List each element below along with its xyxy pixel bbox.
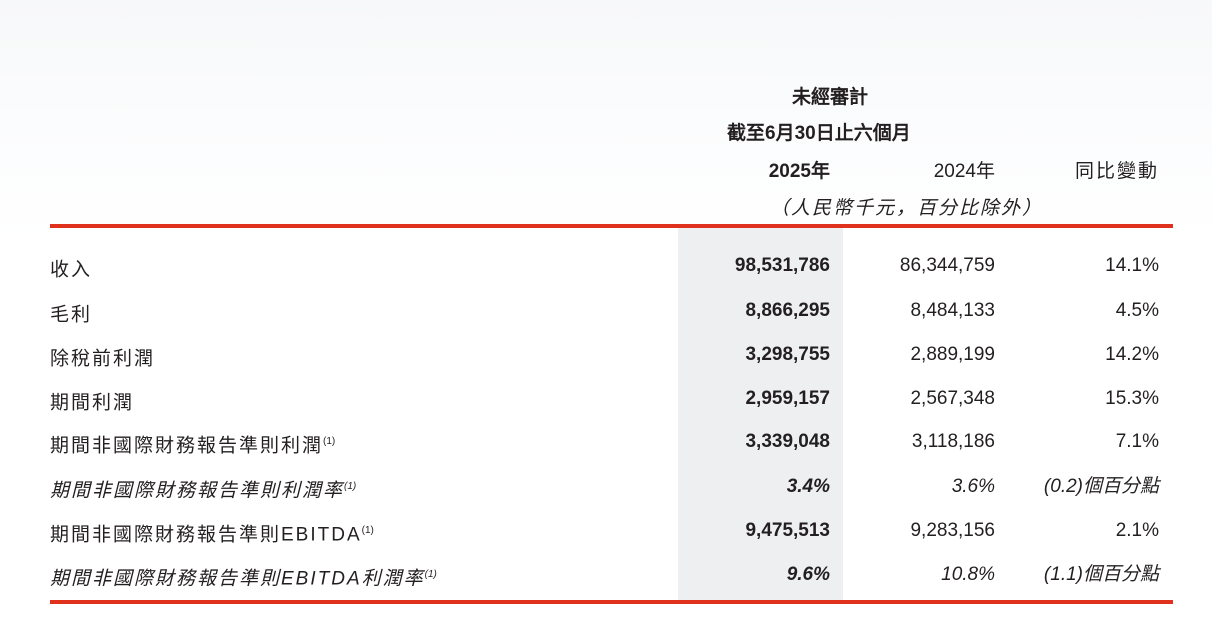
table-row: 期間非國際財務報告準則EBITDA利潤率(1) 9.6% 10.8% (1.1)個百分… [0,555,1212,595]
value-change: 14.1% [1105,255,1159,276]
value-2025: 9,475,513 [745,520,830,541]
row-label: 收入 [50,246,92,290]
table-bottom-rule [50,600,1173,604]
value-2024: 3.6% [951,476,995,497]
value-2025: 3,339,048 [745,431,830,452]
value-2025: 98,531,786 [734,255,830,276]
column-header-change: 同比變動 [1074,161,1159,182]
row-label-text: 期間非國際財務報告準則EBITDA利潤率 [50,568,425,590]
value-change: 2.1% [1115,520,1159,541]
table-row: 毛利 8,866,295 8,484,133 4.5% [0,291,1212,331]
value-2024: 86,344,759 [899,255,995,276]
value-change: (0.2)個百分點 [1043,476,1159,497]
value-2024: 9,283,156 [910,520,995,541]
audit-status-heading: 未經審計 [792,87,869,108]
table-row: 期間非國際財務報告準則利潤(1) 3,339,048 3,118,186 7.1% [0,422,1212,462]
column-header-2024: 2024年 [933,161,995,182]
value-change: 4.5% [1115,300,1159,321]
footnote-marker: (1) [361,525,374,536]
value-2024: 2,889,199 [910,344,995,365]
row-label-text: 期間非國際財務報告準則利潤 [50,435,324,457]
table-row: 期間非國際財務報告準則EBITDA(1) 9,475,513 9,283,156 2.… [0,511,1212,551]
row-label-text: 收入 [50,259,93,281]
footnote-marker: (1) [344,481,357,492]
row-label-text: 期間利潤 [50,392,135,414]
value-2024: 3,118,186 [911,431,995,452]
period-heading: 截至6月30日止六個月 [727,123,911,144]
table-row: 除稅前利潤 3,298,755 2,889,199 14.2% [0,335,1212,375]
value-2025: 3.4% [786,476,830,497]
row-label: 期間非國際財務報告準則利潤(1) [50,422,335,466]
row-label: 除稅前利潤 [50,335,155,379]
row-label: 毛利 [50,291,92,335]
footnote-marker: (1) [424,569,437,580]
value-2025: 3,298,755 [745,344,830,365]
table-row: 期間非國際財務報告準則利潤率(1) 3.4% 3.6% (0.2)個百分點 [0,467,1212,507]
value-2025: 2,959,157 [745,388,830,409]
row-label-text: 期間非國際財務報告準則EBITDA [50,524,362,546]
row-label-text: 期間非國際財務報告準則利潤率 [50,480,345,502]
row-label: 期間利潤 [50,379,134,423]
row-label-text: 毛利 [50,304,93,326]
column-header-2025: 2025年 [768,161,830,182]
value-2025: 9.6% [786,564,830,585]
value-2024: 8,484,133 [910,300,995,321]
row-label: 期間非國際財務報告準則利潤率(1) [50,467,356,511]
value-change: 14.2% [1105,344,1159,365]
units-note: （人民幣千元，百分比除外） [770,198,1044,219]
value-change: (1.1)個百分點 [1043,564,1159,585]
value-change: 7.1% [1115,431,1159,452]
value-2025: 8,866,295 [745,300,830,321]
row-label: 期間非國際財務報告準則EBITDA(1) [50,511,374,555]
row-label: 期間非國際財務報告準則EBITDA利潤率(1) [50,555,437,599]
value-2024: 10.8% [941,564,995,585]
current-year-highlight-column [678,228,843,602]
value-change: 15.3% [1105,388,1159,409]
value-2024: 2,567,348 [910,388,995,409]
table-row: 期間利潤 2,959,157 2,567,348 15.3% [0,379,1212,419]
footnote-marker: (1) [323,436,336,447]
table-row: 收入 98,531,786 86,344,759 14.1% [0,246,1212,286]
table-top-rule [50,224,1173,228]
row-label-text: 除稅前利潤 [50,348,156,370]
